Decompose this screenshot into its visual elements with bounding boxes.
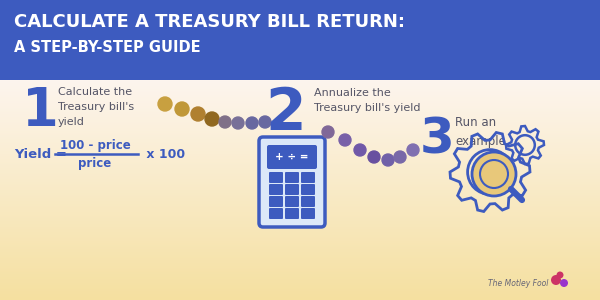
FancyBboxPatch shape <box>269 184 283 195</box>
Circle shape <box>219 116 231 128</box>
Circle shape <box>394 151 406 163</box>
Circle shape <box>557 272 563 278</box>
Circle shape <box>368 151 380 163</box>
Text: Annualize the
Treasury bill's yield: Annualize the Treasury bill's yield <box>314 88 421 113</box>
Circle shape <box>354 144 366 156</box>
Circle shape <box>322 126 334 138</box>
Circle shape <box>158 97 172 111</box>
FancyBboxPatch shape <box>269 208 283 219</box>
Text: The Motley Fool: The Motley Fool <box>488 279 548 288</box>
FancyBboxPatch shape <box>301 184 315 195</box>
Text: 100 - price: 100 - price <box>59 140 130 152</box>
Circle shape <box>175 102 189 116</box>
Text: Run an
example: Run an example <box>455 116 506 148</box>
Text: 1: 1 <box>22 85 59 137</box>
Circle shape <box>472 152 516 196</box>
Circle shape <box>551 275 561 285</box>
Circle shape <box>191 107 205 121</box>
Text: Yield =: Yield = <box>14 148 71 161</box>
Text: 2: 2 <box>265 85 305 142</box>
FancyBboxPatch shape <box>267 145 317 169</box>
Text: Calculate the
Treasury bill's
yield: Calculate the Treasury bill's yield <box>58 87 134 127</box>
Circle shape <box>232 117 244 129</box>
Circle shape <box>205 112 219 126</box>
Text: A STEP-BY-STEP GUIDE: A STEP-BY-STEP GUIDE <box>14 40 200 55</box>
Text: + ÷ =: + ÷ = <box>275 152 309 162</box>
Text: x 100: x 100 <box>142 148 185 161</box>
FancyBboxPatch shape <box>285 208 299 219</box>
Circle shape <box>382 154 394 166</box>
Text: CALCULATE A TREASURY BILL RETURN:: CALCULATE A TREASURY BILL RETURN: <box>14 13 405 31</box>
Circle shape <box>259 116 271 128</box>
FancyBboxPatch shape <box>269 196 283 207</box>
Text: 3: 3 <box>420 115 455 163</box>
Circle shape <box>339 134 351 146</box>
FancyBboxPatch shape <box>301 196 315 207</box>
FancyBboxPatch shape <box>259 137 325 227</box>
FancyBboxPatch shape <box>285 196 299 207</box>
FancyBboxPatch shape <box>301 208 315 219</box>
FancyBboxPatch shape <box>0 0 600 80</box>
Circle shape <box>246 117 258 129</box>
FancyBboxPatch shape <box>285 172 299 183</box>
FancyBboxPatch shape <box>301 172 315 183</box>
Circle shape <box>407 144 419 156</box>
FancyBboxPatch shape <box>285 184 299 195</box>
Circle shape <box>560 279 568 287</box>
Text: price: price <box>79 157 112 169</box>
FancyBboxPatch shape <box>269 172 283 183</box>
